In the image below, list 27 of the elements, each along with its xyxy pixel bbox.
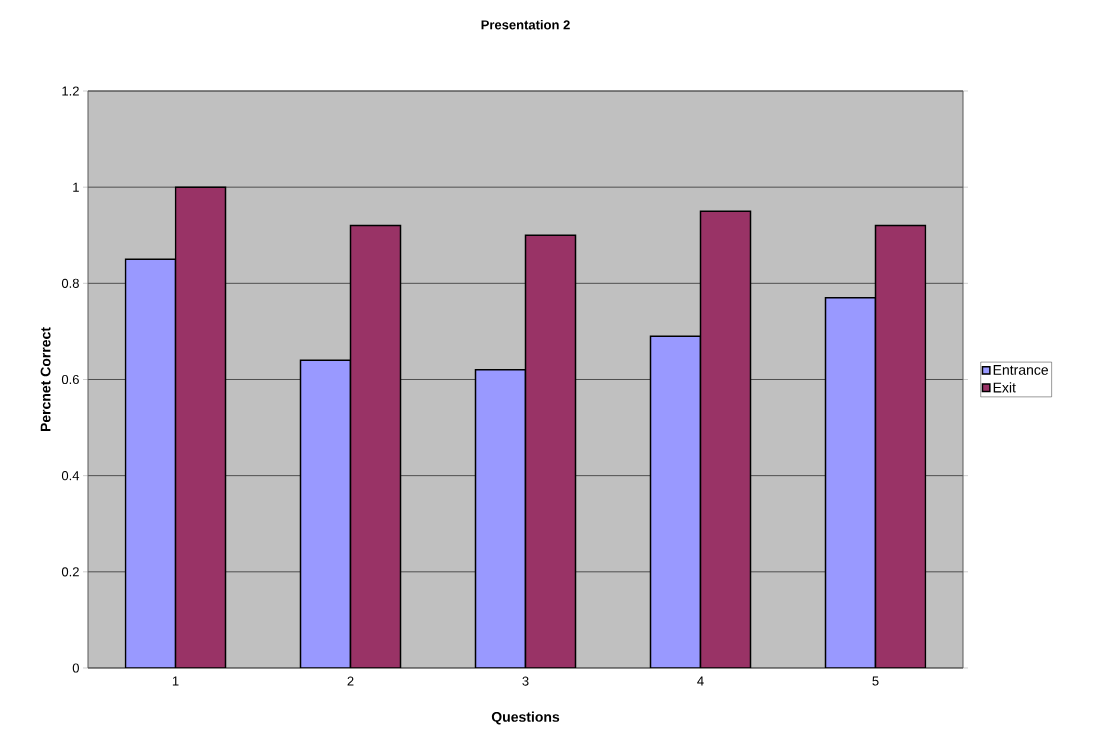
y-tick-label: 1 — [73, 182, 79, 192]
x-tick-label: 3 — [522, 676, 529, 686]
bar — [474, 369, 527, 668]
bar — [174, 186, 227, 668]
y-tick-label: 0 — [72, 663, 79, 673]
y-tick-label: 0.6 — [61, 374, 79, 385]
y-axis-title: Percnet Correct — [40, 327, 51, 432]
y-tick-label: 0.8 — [61, 278, 79, 288]
y-tick-label: 0.2 — [61, 567, 79, 577]
x-tick-label: 2 — [347, 676, 354, 686]
x-tick-label: 1 — [172, 676, 179, 686]
x-tick-label: 4 — [697, 676, 704, 686]
legend-label: Entrance — [993, 365, 1049, 375]
chart-title: Presentation 2 — [481, 19, 570, 30]
bar — [824, 297, 877, 668]
x-axis-title: Questions — [491, 711, 560, 725]
bar — [524, 234, 577, 668]
y-tick-label: 1.2 — [62, 86, 79, 96]
bar — [699, 210, 752, 668]
bar — [124, 258, 177, 668]
x-tick-label: 5 — [872, 676, 879, 686]
y-tick-label: 0.4 — [61, 471, 80, 481]
legend-label: Exit — [993, 382, 1016, 393]
bar — [874, 224, 927, 668]
bar — [349, 224, 402, 668]
bar — [649, 335, 702, 668]
bar — [299, 359, 352, 668]
